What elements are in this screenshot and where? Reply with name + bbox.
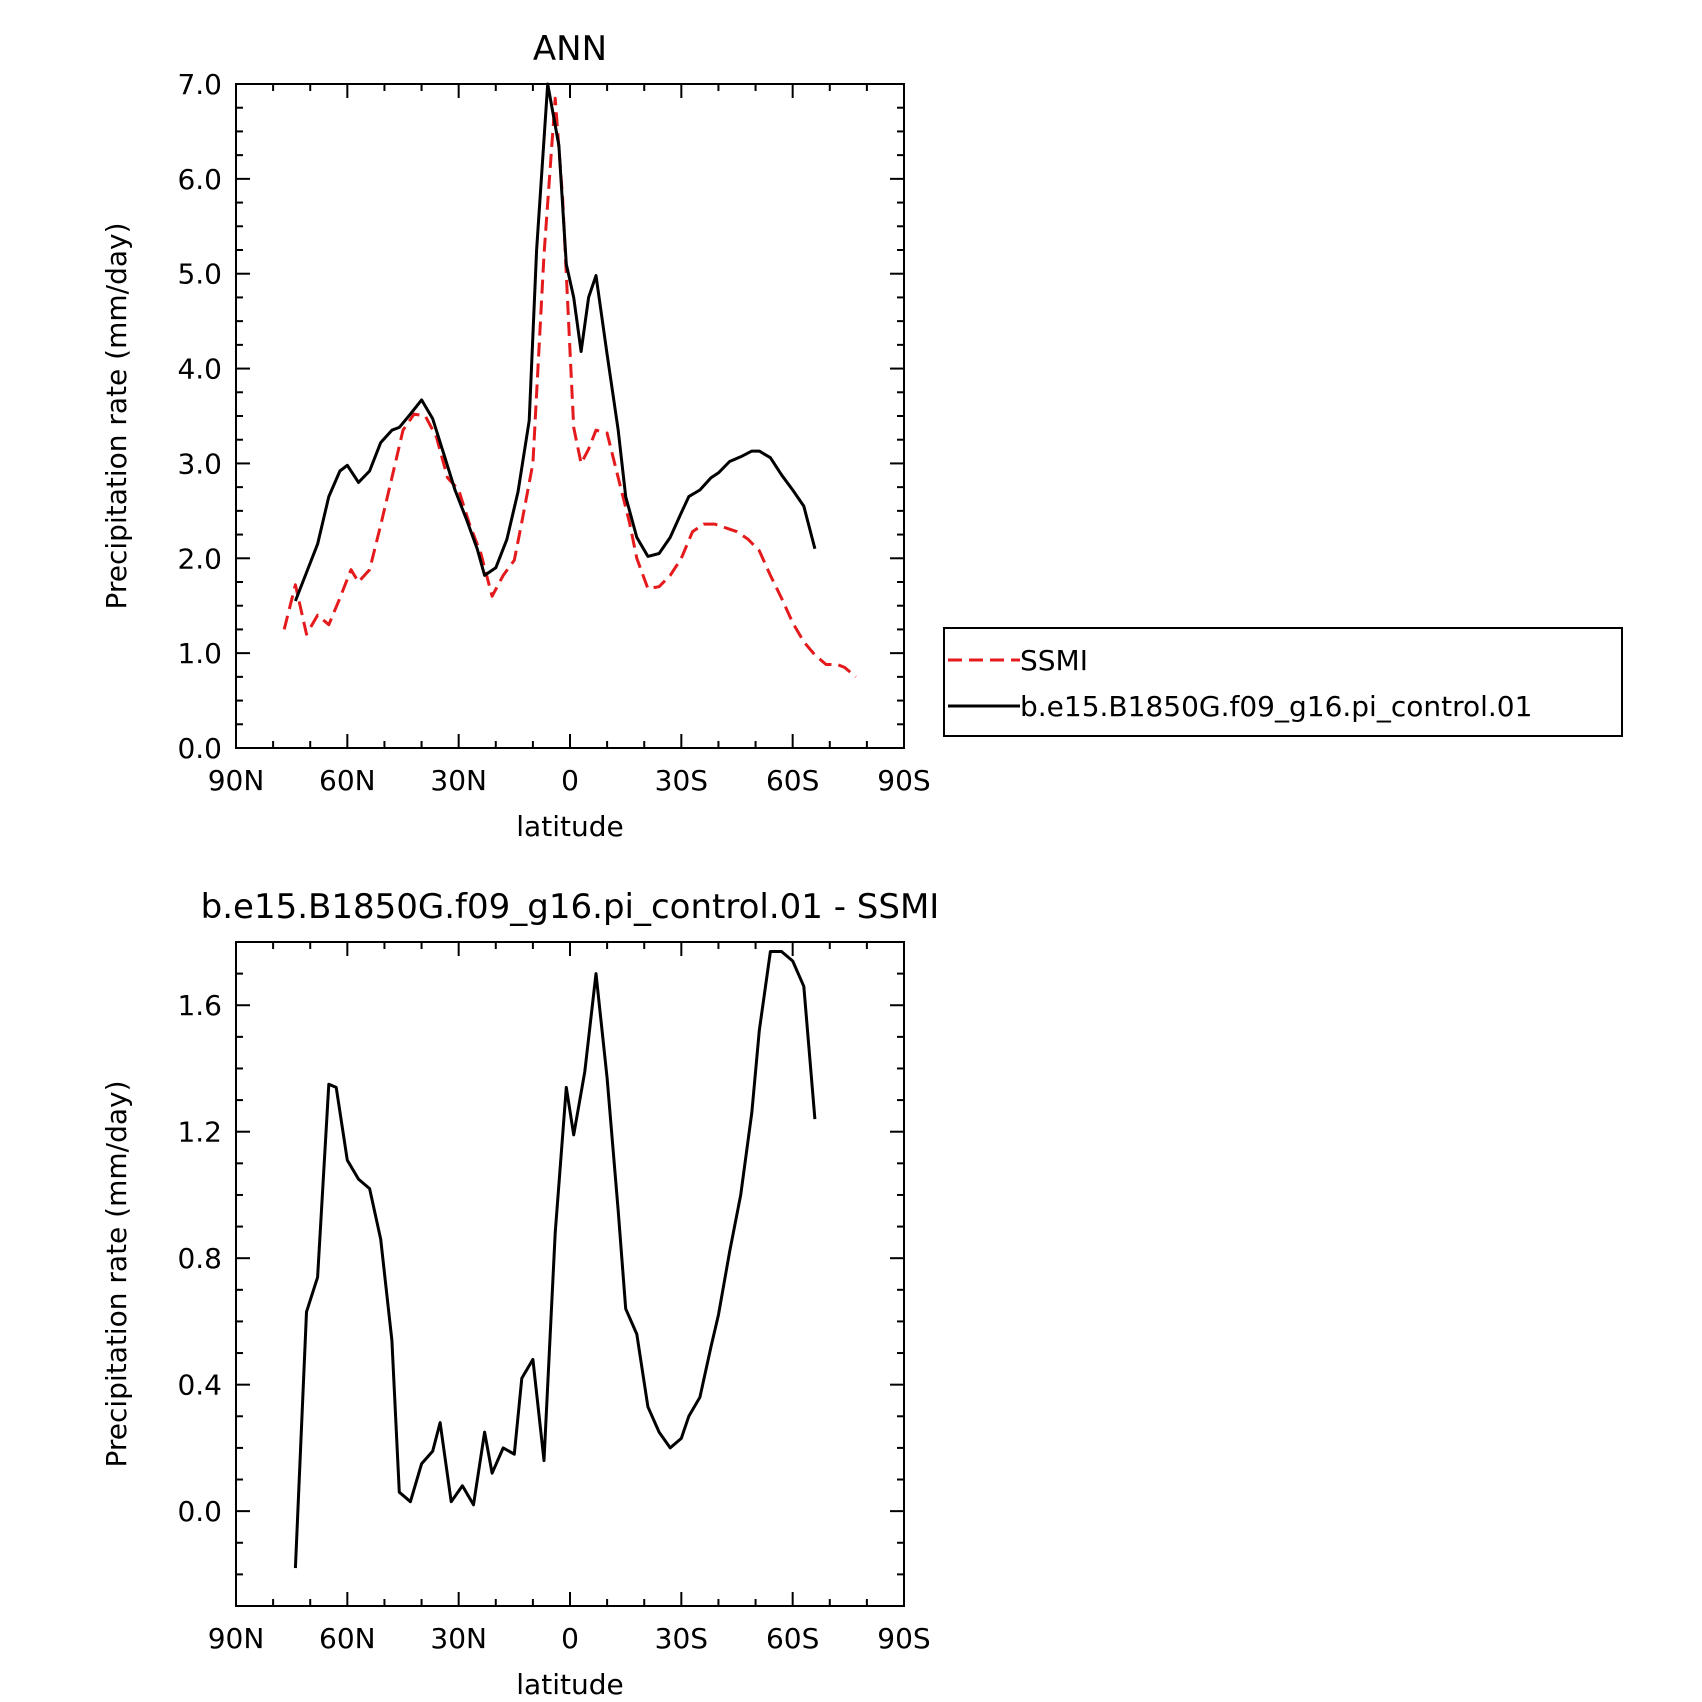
y-tick-label: 3.0 bbox=[177, 447, 222, 480]
plot-frame bbox=[235, 941, 905, 1607]
chart-title: b.e15.B1850G.f09_g16.pi_control.01 - SSM… bbox=[201, 887, 940, 927]
x-tick-label: 0 bbox=[561, 1622, 579, 1655]
legend: SSMI b.e15.B1850G.f09_g16.pi_control.01 bbox=[943, 627, 1623, 737]
plot-frame bbox=[235, 83, 905, 749]
y-axis-label: Precipitation rate (mm/day) bbox=[100, 222, 133, 609]
y-axis-label: Precipitation rate (mm/day) bbox=[100, 1080, 133, 1467]
y-tick-label: 0.4 bbox=[177, 1369, 222, 1402]
x-tick-label: 30S bbox=[655, 764, 708, 797]
tick-marks bbox=[235, 941, 905, 1607]
x-tick-label: 90S bbox=[877, 1622, 930, 1655]
y-tick-label: 6.0 bbox=[177, 163, 222, 196]
x-axis-label: latitude bbox=[516, 810, 623, 843]
y-tick-label: 7.0 bbox=[177, 68, 222, 101]
y-tick-label: 1.2 bbox=[177, 1116, 222, 1149]
y-tick-label: 4.0 bbox=[177, 353, 222, 386]
x-tick-label: 0 bbox=[561, 764, 579, 797]
x-tick-label: 90S bbox=[877, 764, 930, 797]
series-line-b-e15-b1850g-f09-g16-pi-control-01 bbox=[294, 82, 817, 602]
x-tick-label: 60S bbox=[766, 764, 819, 797]
y-tick-label: 1.0 bbox=[177, 637, 222, 670]
x-tick-label: 60N bbox=[319, 1622, 376, 1655]
chart-title: ANN bbox=[533, 29, 607, 69]
y-tick-label: 2.0 bbox=[177, 542, 222, 575]
top-panel: ANN 90N 60N 30N 0 30S 60S 90S 0.0 1.0 2.0 3.0 4.0 5.0… bbox=[100, 29, 931, 843]
series-line-ssmi bbox=[282, 96, 857, 679]
y-tick-label: 0.0 bbox=[177, 732, 222, 765]
series-line-difference bbox=[293, 950, 817, 1569]
tick-marks bbox=[235, 83, 905, 749]
x-tick-label: 90N bbox=[208, 764, 265, 797]
y-tick-label: 0.8 bbox=[177, 1242, 222, 1275]
x-tick-label: 90N bbox=[208, 1622, 265, 1655]
y-tick-label: 1.6 bbox=[177, 989, 222, 1022]
x-tick-label: 30N bbox=[430, 764, 487, 797]
x-tick-label: 30N bbox=[430, 1622, 487, 1655]
legend-box bbox=[943, 627, 1623, 737]
legend-label: b.e15.B1850G.f09_g16.pi_control.01 bbox=[1020, 690, 1532, 723]
x-tick-label: 60S bbox=[766, 1622, 819, 1655]
x-axis-label: latitude bbox=[516, 1668, 623, 1701]
legend-label: SSMI bbox=[1020, 644, 1088, 677]
x-tick-label: 30S bbox=[655, 1622, 708, 1655]
bottom-panel: b.e15.B1850G.f09_g16.pi_control.01 - SSM… bbox=[100, 887, 939, 1701]
y-tick-label: 0.0 bbox=[177, 1495, 222, 1528]
y-tick-label: 5.0 bbox=[177, 258, 222, 291]
x-tick-label: 60N bbox=[319, 764, 376, 797]
